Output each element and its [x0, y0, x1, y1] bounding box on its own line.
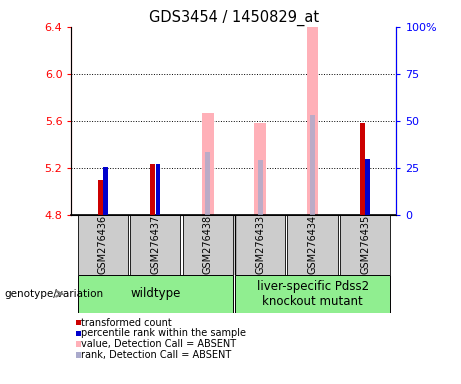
- Text: GSM276438: GSM276438: [203, 215, 213, 274]
- Text: genotype/variation: genotype/variation: [5, 289, 104, 299]
- Bar: [287, 215, 338, 275]
- Text: wildtype: wildtype: [130, 287, 181, 300]
- Bar: [103, 167, 108, 215]
- Bar: [340, 215, 390, 275]
- Bar: [76, 352, 81, 358]
- Text: value, Detection Call = ABSENT: value, Detection Call = ABSENT: [81, 339, 236, 349]
- Text: GSM276436: GSM276436: [98, 215, 108, 274]
- Text: GSM276437: GSM276437: [150, 215, 160, 275]
- Bar: [310, 115, 315, 215]
- Bar: [76, 341, 81, 347]
- Bar: [254, 123, 266, 215]
- Bar: [258, 160, 263, 215]
- Text: liver-specific Pdss2
knockout mutant: liver-specific Pdss2 knockout mutant: [256, 280, 369, 308]
- Bar: [202, 113, 213, 215]
- Bar: [235, 275, 390, 313]
- Title: GDS3454 / 1450829_at: GDS3454 / 1450829_at: [149, 9, 319, 25]
- Bar: [150, 164, 155, 215]
- Bar: [76, 320, 81, 325]
- Bar: [155, 164, 160, 215]
- Bar: [98, 180, 103, 215]
- Bar: [76, 331, 81, 336]
- Text: GSM276435: GSM276435: [360, 215, 370, 275]
- Bar: [365, 159, 370, 215]
- Bar: [183, 215, 233, 275]
- Bar: [78, 215, 128, 275]
- Bar: [130, 215, 181, 275]
- Text: percentile rank within the sample: percentile rank within the sample: [81, 328, 246, 338]
- Text: transformed count: transformed count: [81, 318, 172, 328]
- Text: GSM276434: GSM276434: [307, 215, 318, 274]
- Bar: [78, 275, 233, 313]
- Bar: [205, 152, 210, 215]
- Bar: [360, 123, 365, 215]
- Bar: [235, 215, 285, 275]
- Text: GSM276433: GSM276433: [255, 215, 265, 274]
- Bar: [307, 27, 319, 215]
- Text: rank, Detection Call = ABSENT: rank, Detection Call = ABSENT: [81, 350, 231, 360]
